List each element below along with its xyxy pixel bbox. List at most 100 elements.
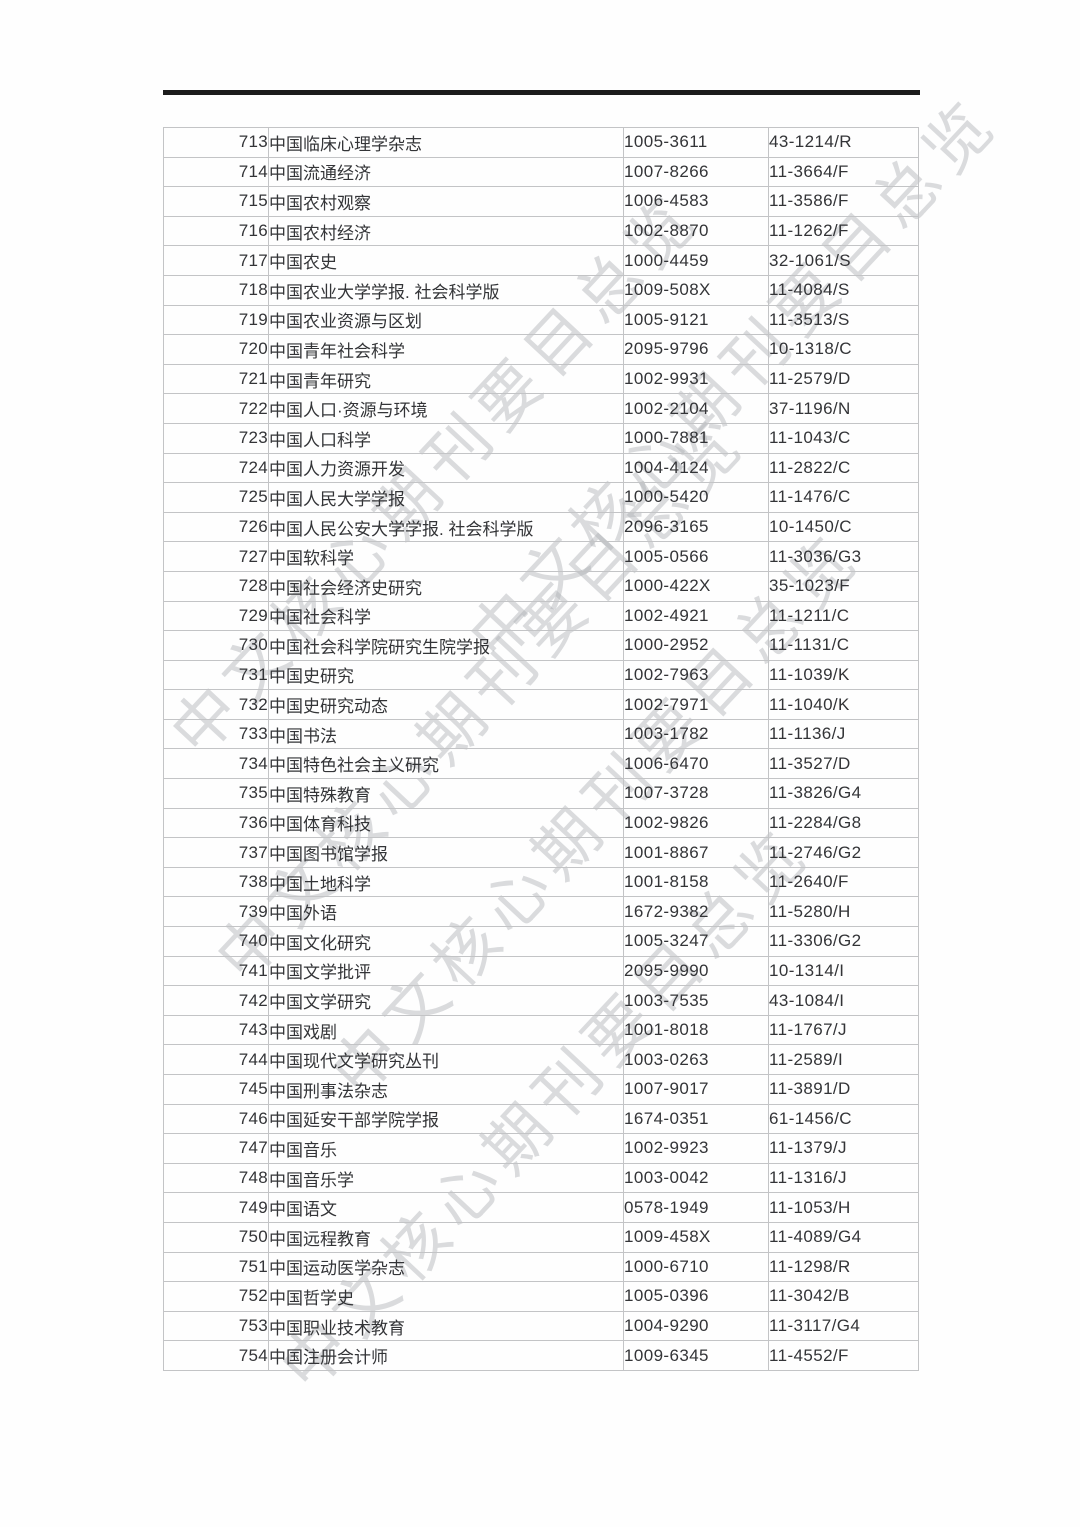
row-number-cell: 720 <box>163 334 269 365</box>
journal-title-cell: 中国特色社会主义研究 <box>268 748 624 780</box>
row-number-cell: 725 <box>163 482 269 513</box>
journal-title-cell: 中国史研究 <box>268 659 624 691</box>
issn-cell: 1009-458X <box>623 1221 769 1253</box>
row-number-cell: 740 <box>163 926 269 957</box>
row-number-cell: 734 <box>163 748 269 780</box>
table-row: 736 中国体育科技 1002-9826 11-2284/G8 <box>163 807 919 839</box>
row-number-cell: 749 <box>163 1192 269 1223</box>
journal-title-cell: 中国运动医学杂志 <box>268 1251 624 1283</box>
cn-number-cell: 11-2640/F <box>768 866 919 898</box>
table-row: 727 中国软科学 1005-0566 11-3036/G3 <box>163 541 919 572</box>
cn-number-cell: 11-1298/R <box>768 1251 919 1283</box>
cn-number-cell: 11-2589/I <box>768 1044 919 1075</box>
cn-number-cell: 10-1318/C <box>768 334 919 365</box>
cn-number-cell: 32-1061/S <box>768 245 919 276</box>
issn-cell: 1001-8018 <box>623 1014 769 1046</box>
issn-cell: 1003-0042 <box>623 1162 769 1194</box>
journal-title-cell: 中国人民大学学报 <box>268 482 624 513</box>
journal-title-cell: 中国土地科学 <box>268 866 624 898</box>
cn-number-cell: 11-1136/J <box>768 718 919 750</box>
row-number-cell: 753 <box>163 1310 269 1342</box>
table-row: 713 中国临床心理学杂志 1005-3611 43-1214/R <box>163 127 919 158</box>
table-row: 730 中国社会科学院研究生院学报 1000-2952 11-1131/C <box>163 630 919 661</box>
table-row: 753 中国职业技术教育 1004-9290 11-3117/G4 <box>163 1310 919 1342</box>
issn-cell: 1000-7881 <box>623 422 769 454</box>
journal-title-cell: 中国人口·资源与环境 <box>268 393 624 424</box>
cn-number-cell: 11-1043/C <box>768 422 919 454</box>
journal-title-cell: 中国文学批评 <box>268 955 624 987</box>
journal-title-cell: 中国史研究动态 <box>268 689 624 720</box>
row-number-cell: 721 <box>163 363 269 395</box>
issn-cell: 1003-7535 <box>623 985 769 1016</box>
row-number-cell: 723 <box>163 422 269 454</box>
issn-cell: 1000-4459 <box>623 245 769 276</box>
row-number-cell: 733 <box>163 718 269 750</box>
cn-number-cell: 11-4552/F <box>768 1340 919 1371</box>
row-number-cell: 736 <box>163 807 269 839</box>
row-number-cell: 731 <box>163 659 269 691</box>
row-number-cell: 724 <box>163 452 269 484</box>
journal-title-cell: 中国外语 <box>268 896 624 928</box>
table-row: 719 中国农业资源与区划 1005-9121 11-3513/S <box>163 304 919 336</box>
cn-number-cell: 11-2746/G2 <box>768 837 919 868</box>
row-number-cell: 727 <box>163 541 269 572</box>
cn-number-cell: 11-1131/C <box>768 630 919 661</box>
journal-title-cell: 中国音乐学 <box>268 1162 624 1194</box>
journal-title-cell: 中国青年社会科学 <box>268 334 624 365</box>
cn-number-cell: 11-1211/C <box>768 600 919 632</box>
table-row: 746 中国延安干部学院学报 1674-0351 61-1456/C <box>163 1103 919 1135</box>
row-number-cell: 737 <box>163 837 269 868</box>
cn-number-cell: 11-1767/J <box>768 1014 919 1046</box>
cn-number-cell: 11-4084/S <box>768 274 919 306</box>
row-number-cell: 738 <box>163 866 269 898</box>
issn-cell: 1003-1782 <box>623 718 769 750</box>
issn-cell: 1002-7971 <box>623 689 769 720</box>
issn-cell: 1007-8266 <box>623 156 769 188</box>
table-row: 733 中国书法 1003-1782 11-1136/J <box>163 718 919 750</box>
issn-cell: 1004-9290 <box>623 1310 769 1342</box>
cn-number-cell: 10-1450/C <box>768 511 919 543</box>
issn-cell: 1009-6345 <box>623 1340 769 1371</box>
row-number-cell: 752 <box>163 1281 269 1312</box>
cn-number-cell: 43-1214/R <box>768 127 919 158</box>
issn-cell: 1005-3611 <box>623 127 769 158</box>
row-number-cell: 741 <box>163 955 269 987</box>
table-row: 721 中国青年研究 1002-9931 11-2579/D <box>163 363 919 395</box>
cn-number-cell: 11-1039/K <box>768 659 919 691</box>
journal-title-cell: 中国人民公安大学学报. 社会科学版 <box>268 511 624 543</box>
header-rule <box>163 90 920 95</box>
issn-cell: 1009-508X <box>623 274 769 306</box>
issn-cell: 1002-9923 <box>623 1133 769 1164</box>
table-row: 751 中国运动医学杂志 1000-6710 11-1298/R <box>163 1251 919 1283</box>
journal-title-cell: 中国人口科学 <box>268 422 624 454</box>
cn-number-cell: 10-1314/I <box>768 955 919 987</box>
row-number-cell: 748 <box>163 1162 269 1194</box>
issn-cell: 1001-8158 <box>623 866 769 898</box>
issn-cell: 1002-4921 <box>623 600 769 632</box>
journal-title-cell: 中国书法 <box>268 718 624 750</box>
issn-cell: 1002-2104 <box>623 393 769 424</box>
row-number-cell: 718 <box>163 274 269 306</box>
issn-cell: 1002-7963 <box>623 659 769 691</box>
cn-number-cell: 11-5280/H <box>768 896 919 928</box>
row-number-cell: 719 <box>163 304 269 336</box>
journal-title-cell: 中国社会科学院研究生院学报 <box>268 630 624 661</box>
issn-cell: 1005-0396 <box>623 1281 769 1312</box>
cn-number-cell: 11-3527/D <box>768 748 919 780</box>
journal-title-cell: 中国语文 <box>268 1192 624 1223</box>
journal-title-cell: 中国农村经济 <box>268 215 624 247</box>
journal-title-cell: 中国特殊教育 <box>268 778 624 809</box>
row-number-cell: 729 <box>163 600 269 632</box>
table-row: 748 中国音乐学 1003-0042 11-1316/J <box>163 1162 919 1194</box>
table-row: 742 中国文学研究 1003-7535 43-1084/I <box>163 985 919 1016</box>
row-number-cell: 746 <box>163 1103 269 1135</box>
issn-cell: 1000-5420 <box>623 482 769 513</box>
journal-title-cell: 中国农史 <box>268 245 624 276</box>
issn-cell: 1672-9382 <box>623 896 769 928</box>
row-number-cell: 735 <box>163 778 269 809</box>
cn-number-cell: 37-1196/N <box>768 393 919 424</box>
journal-title-cell: 中国现代文学研究丛刊 <box>268 1044 624 1075</box>
row-number-cell: 722 <box>163 393 269 424</box>
journal-title-cell: 中国体育科技 <box>268 807 624 839</box>
